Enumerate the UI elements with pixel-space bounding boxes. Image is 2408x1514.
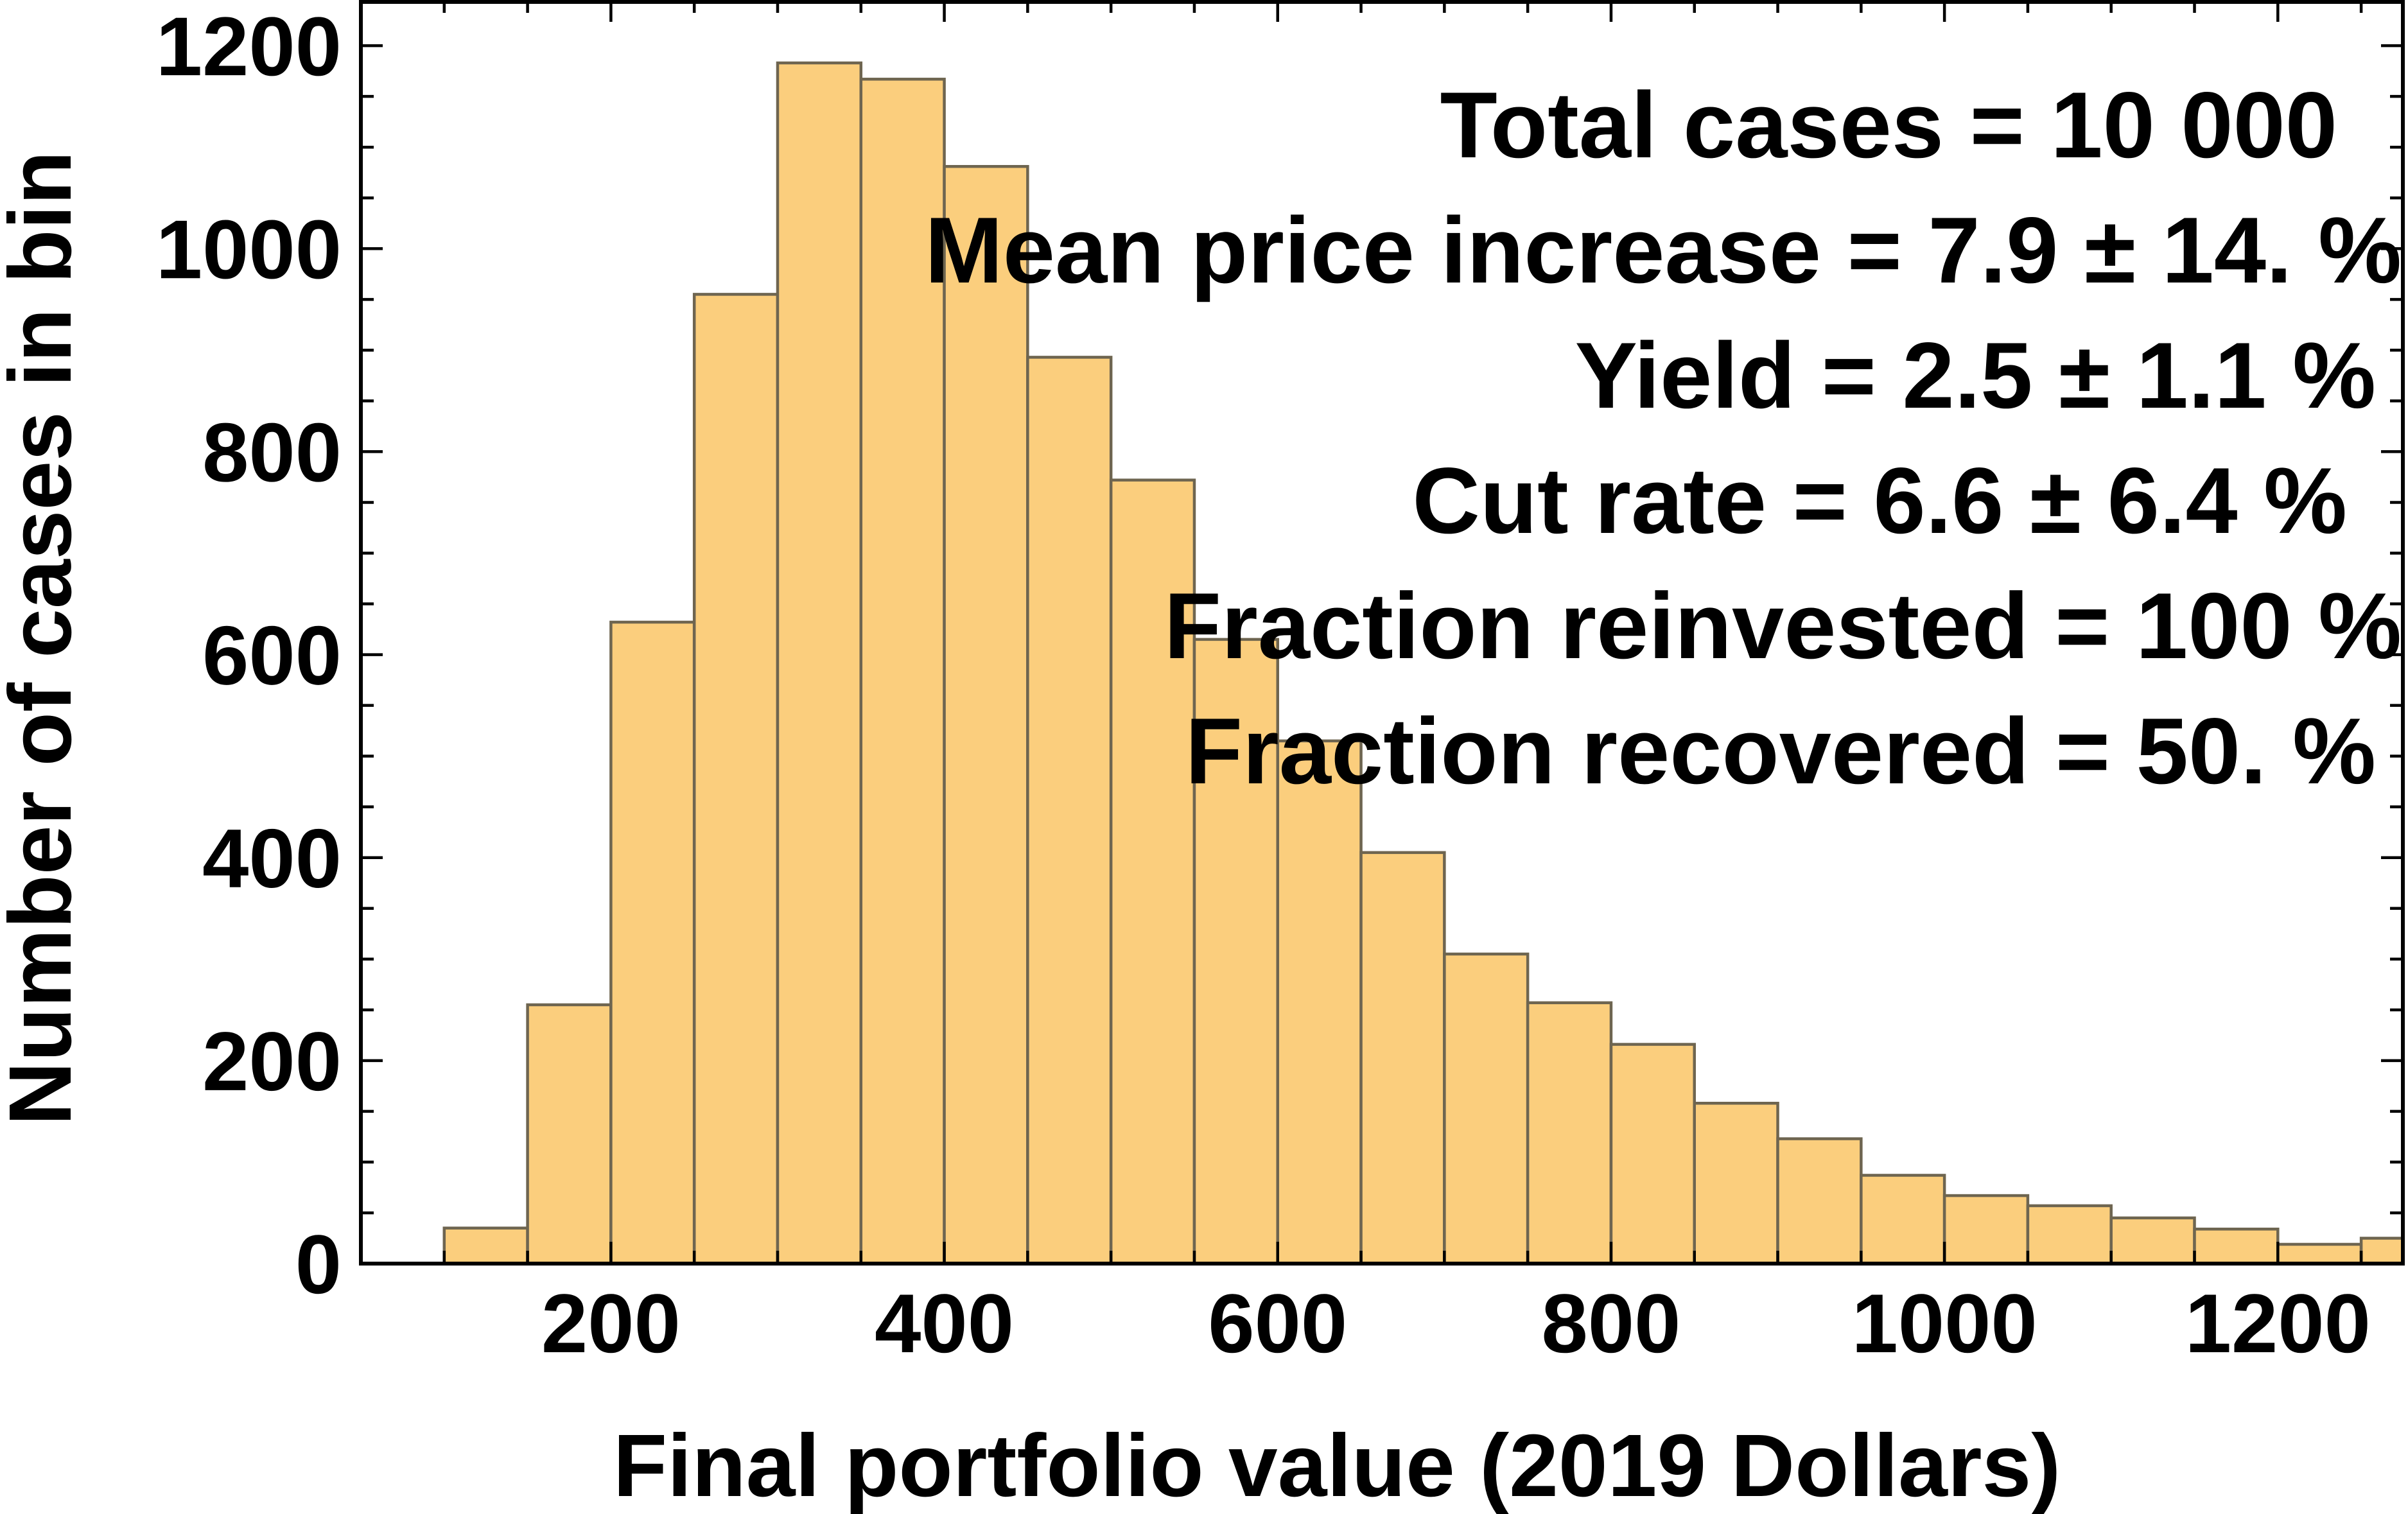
histogram-bar — [1276, 739, 1363, 1266]
y-tick-label: 1200 — [156, 0, 342, 93]
histogram-bar — [1776, 1137, 1863, 1266]
histogram-bar — [1192, 638, 1280, 1266]
x-tick-label: 800 — [1541, 1276, 1680, 1370]
histogram-bar — [2193, 1228, 2280, 1266]
histogram-bar — [2109, 1216, 2196, 1266]
histogram-bar — [1526, 1001, 1613, 1266]
histogram-bar — [1693, 1101, 1779, 1266]
histogram-bar — [943, 164, 1029, 1266]
histogram-bar — [859, 78, 946, 1266]
stats-annotation-line: Cut rate = 6.6 ± 6.4 % — [1412, 448, 2347, 553]
histogram-bar — [1359, 851, 1446, 1266]
y-tick-label: 400 — [202, 812, 342, 905]
plot-frame — [359, 0, 2405, 1266]
stats-annotation-line: Total cases = 10 000 — [1440, 73, 2337, 177]
x-tick-label: 400 — [875, 1276, 1014, 1370]
histogram-bar — [1860, 1174, 1946, 1266]
stats-annotation-line: Fraction reinvested = 100 % — [1164, 573, 2402, 678]
y-tick-label: 1000 — [156, 202, 342, 296]
x-tick-label: 1000 — [1852, 1276, 2037, 1370]
x-axis-label: Final portfolio value (2019 Dollars) — [613, 1416, 2061, 1514]
y-axis-label: Number of cases in bin — [0, 151, 90, 1126]
stats-annotations: Total cases = 10 000 Mean price increase … — [925, 73, 2402, 803]
histogram-bar — [1443, 952, 1530, 1266]
y-tick-label: 800 — [202, 405, 342, 499]
histogram-bar — [1026, 356, 1113, 1266]
histogram-bar — [2359, 1237, 2405, 1266]
x-tick-label: 200 — [541, 1276, 681, 1370]
y-tick-label: 600 — [202, 609, 342, 702]
x-tick-label: 1200 — [2185, 1276, 2371, 1370]
stats-annotation-line: Fraction recovered = 50. % — [1185, 699, 2376, 803]
histogram-bar — [609, 620, 696, 1266]
histogram-bar — [776, 61, 863, 1266]
y-tick-label: 200 — [202, 1014, 342, 1108]
stats-annotation-line: Mean price increase = 7.9 ± 14. % — [925, 198, 2402, 302]
histogram-bar — [2276, 1242, 2363, 1266]
histogram-bar — [1942, 1194, 2030, 1266]
histogram-bar — [2026, 1204, 2113, 1266]
histogram-bar — [442, 1226, 529, 1266]
histogram-bar — [1609, 1043, 1696, 1266]
x-tick-label: 600 — [1208, 1276, 1347, 1370]
tick-labels-layer: 200 400 600 800 1000 1200 0 200 400 600 800 1000 120… — [156, 0, 2371, 1370]
y-tick-label: 0 — [295, 1217, 342, 1311]
histogram-bar — [692, 293, 780, 1266]
stats-annotation-line: Yield = 2.5 ± 1.1 % — [1575, 323, 2376, 428]
bars-layer — [442, 61, 2405, 1266]
histogram-bar — [526, 1003, 613, 1266]
